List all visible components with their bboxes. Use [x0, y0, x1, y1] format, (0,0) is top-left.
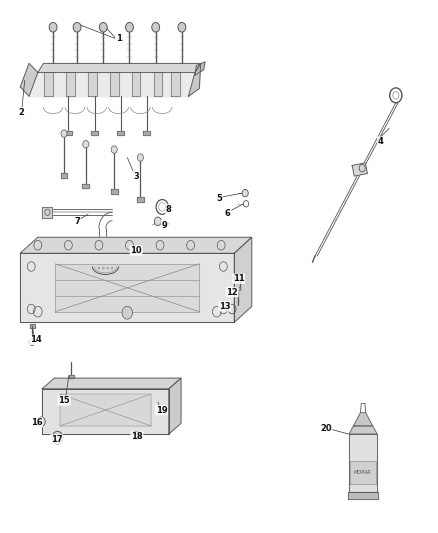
- Circle shape: [99, 22, 107, 32]
- Text: 13: 13: [219, 302, 230, 311]
- Text: 20: 20: [320, 424, 332, 433]
- Polygon shape: [69, 375, 74, 378]
- Polygon shape: [82, 184, 89, 188]
- Circle shape: [52, 431, 63, 444]
- Polygon shape: [29, 325, 35, 328]
- Text: 3: 3: [133, 172, 139, 181]
- Polygon shape: [117, 131, 124, 135]
- Polygon shape: [88, 72, 97, 96]
- Circle shape: [126, 22, 134, 32]
- Text: 6: 6: [225, 209, 231, 218]
- Polygon shape: [42, 207, 52, 217]
- Polygon shape: [188, 63, 201, 96]
- Polygon shape: [169, 378, 181, 434]
- Circle shape: [111, 146, 117, 154]
- Text: 9: 9: [162, 221, 167, 230]
- Polygon shape: [137, 197, 144, 201]
- Polygon shape: [20, 253, 234, 322]
- Polygon shape: [29, 72, 195, 96]
- Text: MOPAR: MOPAR: [354, 470, 372, 475]
- Circle shape: [83, 141, 89, 148]
- Polygon shape: [195, 62, 205, 75]
- Polygon shape: [350, 461, 376, 484]
- Polygon shape: [238, 274, 242, 277]
- Polygon shape: [60, 394, 151, 426]
- Circle shape: [73, 22, 81, 32]
- Circle shape: [152, 22, 159, 32]
- Polygon shape: [171, 72, 180, 96]
- Polygon shape: [236, 287, 240, 290]
- Polygon shape: [65, 131, 72, 135]
- Polygon shape: [352, 163, 367, 176]
- Polygon shape: [38, 63, 201, 72]
- Polygon shape: [132, 72, 141, 96]
- Circle shape: [49, 22, 57, 32]
- Text: 2: 2: [19, 108, 25, 117]
- Polygon shape: [153, 72, 162, 96]
- Polygon shape: [42, 389, 169, 434]
- Polygon shape: [111, 189, 118, 193]
- Polygon shape: [349, 434, 377, 492]
- Polygon shape: [91, 131, 98, 135]
- Circle shape: [242, 189, 248, 197]
- Polygon shape: [20, 63, 38, 96]
- Text: 1: 1: [116, 35, 121, 44]
- Polygon shape: [20, 237, 252, 253]
- Circle shape: [37, 417, 45, 426]
- Circle shape: [154, 217, 161, 225]
- Text: 4: 4: [378, 137, 384, 146]
- Text: 15: 15: [58, 396, 70, 405]
- Polygon shape: [55, 264, 199, 312]
- Circle shape: [29, 338, 35, 346]
- Text: 12: 12: [226, 287, 238, 296]
- Text: 10: 10: [130, 246, 142, 255]
- Polygon shape: [348, 492, 378, 499]
- Text: 8: 8: [166, 205, 172, 214]
- Circle shape: [178, 22, 186, 32]
- Text: 18: 18: [131, 432, 143, 441]
- Circle shape: [138, 154, 144, 161]
- Text: 17: 17: [51, 435, 62, 444]
- Text: 5: 5: [216, 194, 222, 203]
- Polygon shape: [110, 72, 119, 96]
- Polygon shape: [144, 131, 150, 135]
- Polygon shape: [66, 72, 75, 96]
- Circle shape: [122, 306, 133, 319]
- Text: 14: 14: [30, 335, 42, 344]
- Polygon shape: [60, 173, 67, 177]
- Polygon shape: [349, 426, 377, 434]
- Text: 7: 7: [74, 217, 80, 226]
- Text: 19: 19: [155, 406, 167, 415]
- Polygon shape: [42, 378, 181, 389]
- Text: 11: 11: [233, 274, 244, 283]
- Polygon shape: [44, 72, 53, 96]
- Circle shape: [61, 130, 67, 138]
- Polygon shape: [353, 413, 373, 426]
- Polygon shape: [234, 237, 252, 322]
- Text: 16: 16: [31, 418, 42, 427]
